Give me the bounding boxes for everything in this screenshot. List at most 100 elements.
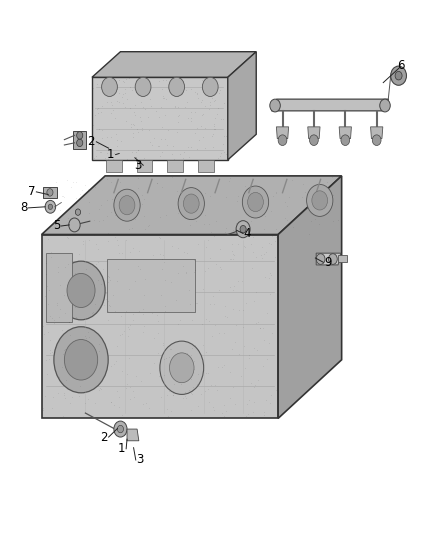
Point [282, 214, 289, 222]
Point [253, 319, 260, 327]
Point [127, 383, 134, 391]
Point [44, 281, 51, 290]
Polygon shape [338, 255, 347, 262]
Point [212, 95, 219, 104]
Point [216, 245, 223, 253]
Point [126, 354, 133, 362]
Text: 3: 3 [134, 159, 141, 172]
Point [218, 149, 225, 157]
Point [95, 257, 102, 266]
Circle shape [169, 77, 184, 96]
Point [161, 370, 168, 379]
Circle shape [240, 225, 246, 233]
Point [198, 76, 205, 85]
Point [44, 235, 51, 244]
Polygon shape [127, 429, 139, 441]
Point [121, 327, 128, 335]
Point [141, 225, 148, 233]
Point [273, 229, 280, 238]
Point [248, 239, 255, 248]
Point [215, 88, 223, 97]
Point [95, 125, 102, 133]
Point [217, 264, 224, 273]
Point [46, 312, 53, 320]
Point [113, 357, 120, 366]
Point [187, 117, 194, 126]
Point [193, 89, 200, 98]
Point [159, 183, 166, 191]
Point [214, 104, 221, 112]
Point [266, 239, 273, 247]
Point [112, 130, 119, 138]
Point [92, 260, 99, 269]
Point [178, 350, 185, 358]
Point [113, 85, 120, 94]
Point [49, 348, 56, 357]
Point [102, 154, 109, 162]
Point [135, 201, 142, 209]
Text: 3: 3 [137, 454, 144, 466]
Point [115, 403, 122, 411]
Point [122, 75, 129, 84]
Point [260, 362, 267, 370]
Point [262, 395, 269, 404]
Point [155, 316, 162, 325]
Point [261, 408, 268, 416]
Point [210, 120, 217, 129]
Point [226, 177, 233, 185]
Point [123, 307, 130, 316]
Circle shape [135, 77, 151, 96]
Circle shape [160, 341, 204, 394]
Point [129, 316, 136, 324]
Point [97, 384, 104, 393]
Point [256, 324, 263, 332]
Point [68, 393, 75, 401]
Point [91, 215, 98, 224]
Point [113, 97, 120, 106]
Point [105, 237, 112, 246]
Point [222, 311, 229, 320]
Point [254, 375, 261, 384]
Circle shape [312, 191, 328, 210]
Point [57, 281, 64, 289]
Point [112, 211, 119, 219]
Point [129, 120, 136, 128]
Point [212, 114, 219, 123]
Point [157, 249, 164, 258]
Point [129, 224, 136, 232]
Point [194, 124, 201, 132]
Point [42, 270, 49, 279]
Point [223, 131, 230, 140]
Point [250, 247, 257, 256]
Point [127, 395, 134, 403]
Point [96, 147, 103, 156]
Point [49, 393, 56, 401]
Point [89, 84, 96, 93]
Circle shape [247, 192, 263, 212]
Point [218, 409, 225, 417]
Point [241, 181, 248, 190]
Point [48, 253, 55, 261]
Circle shape [395, 71, 402, 80]
Point [169, 389, 176, 397]
Point [258, 243, 265, 251]
Point [257, 324, 264, 332]
Point [289, 176, 296, 184]
Point [118, 249, 125, 258]
Point [182, 86, 189, 94]
Point [144, 113, 151, 122]
Point [306, 230, 313, 238]
Point [146, 95, 153, 103]
Point [46, 345, 53, 354]
Point [178, 79, 185, 87]
Point [246, 395, 253, 404]
Point [55, 389, 62, 397]
Point [100, 216, 107, 225]
Circle shape [341, 135, 350, 146]
Point [110, 106, 117, 114]
Point [233, 197, 240, 205]
Point [175, 320, 182, 328]
Point [267, 289, 274, 298]
Point [153, 179, 160, 187]
Point [64, 175, 71, 184]
